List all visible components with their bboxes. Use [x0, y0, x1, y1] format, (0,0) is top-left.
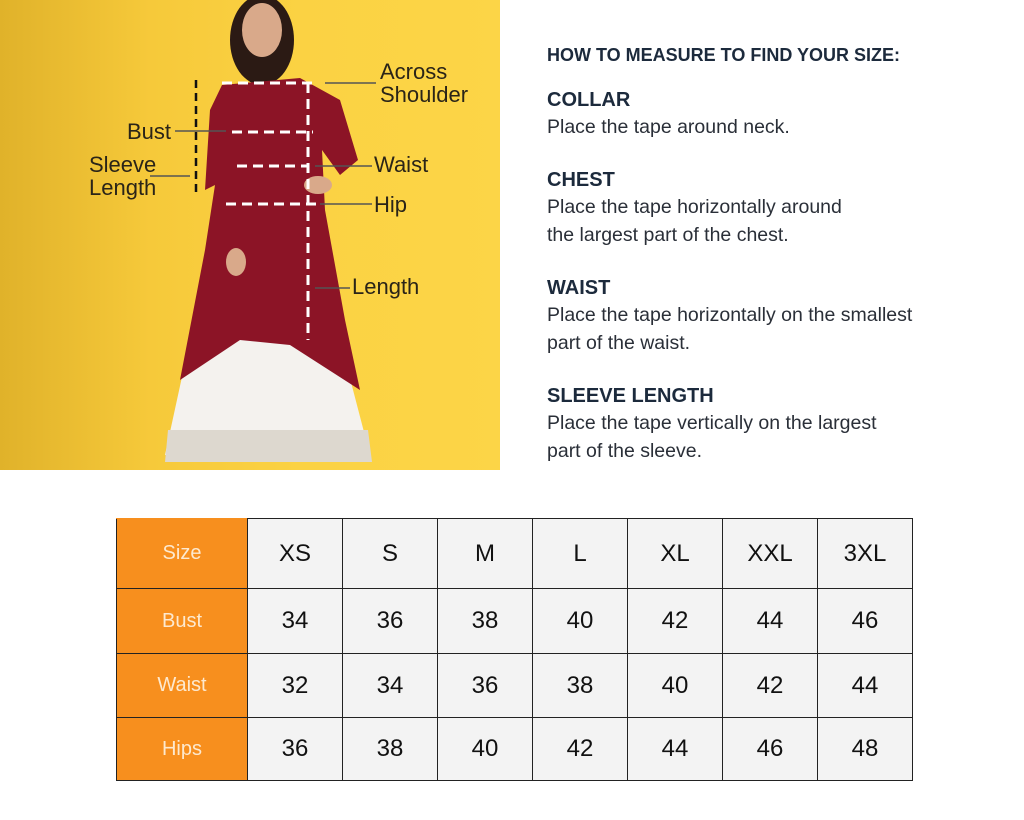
- table-cell: 36: [342, 588, 438, 654]
- guide-section-sleeve-length: SLEEVE LENGTH Place the tape vertically …: [547, 383, 877, 465]
- label-hip: Hip: [374, 192, 408, 217]
- table-cell: L: [532, 518, 628, 589]
- label-sleeve: Sleeve: [89, 152, 157, 177]
- table-cell: 48: [817, 717, 913, 781]
- table-cell: 34: [342, 653, 438, 718]
- table-cell: 44: [627, 717, 723, 781]
- guide-section-chest: CHEST Place the tape horizontally around…: [547, 167, 842, 249]
- table-cell: 40: [627, 653, 723, 718]
- model-illustration: [150, 0, 376, 462]
- table-cell: 46: [722, 717, 818, 781]
- table-cell: 34: [247, 588, 343, 654]
- table-cell: 42: [532, 717, 628, 781]
- row-header: Waist: [116, 653, 248, 718]
- label-shoulder: Shoulder: [380, 82, 469, 107]
- row-header: Size: [116, 518, 248, 589]
- label-bust: Bust: [127, 119, 172, 144]
- table-row-waist: Waist 32 34 36 38 40 42 44: [116, 653, 913, 718]
- label-across-shoulder: Across Shoulder: [380, 60, 468, 106]
- table-cell: 42: [722, 653, 818, 718]
- table-cell: XL: [627, 518, 723, 589]
- section-text: Place the tape horizontally on the small…: [547, 304, 913, 326]
- section-text: Place the tape vertically on the largest: [547, 412, 877, 434]
- section-text: part of the sleeve.: [547, 440, 703, 462]
- label-across: Across: [380, 59, 448, 84]
- table-cell: M: [437, 518, 533, 589]
- section-heading: COLLAR: [547, 89, 631, 111]
- table-row-bust: Bust 34 36 38 40 42 44 46: [116, 588, 913, 654]
- section-text: Place the tape horizontally around: [547, 196, 842, 218]
- table-cell: 36: [247, 717, 343, 781]
- label-waist: Waist: [374, 152, 429, 177]
- guide-section-collar: COLLAR Place the tape around neck.: [547, 87, 790, 141]
- section-text: Place the tape around neck.: [547, 116, 790, 138]
- table-cell: 42: [627, 588, 723, 654]
- model-measurement-figure: Across Shoulder Bust Sleeve Length Waist H…: [0, 0, 500, 470]
- table-cell: 44: [817, 653, 913, 718]
- row-header: Bust: [116, 588, 248, 654]
- section-text: the largest part of the chest.: [547, 224, 789, 246]
- size-chart-table: Size XS S M L XL XXL 3XL Bust 34 36 38 40 42 44 46 Waist…: [116, 518, 913, 781]
- table-cell: XS: [247, 518, 343, 589]
- table-cell: 38: [342, 717, 438, 781]
- label-length: Length: [352, 274, 420, 299]
- table-cell: XXL: [722, 518, 818, 589]
- section-heading: SLEEVE LENGTH: [547, 385, 714, 407]
- table-cell: 40: [437, 717, 533, 781]
- table-cell: 36: [437, 653, 533, 718]
- row-header: Hips: [116, 717, 248, 781]
- section-heading: CHEST: [547, 169, 615, 191]
- guide-section-waist: WAIST Place the tape horizontally on the…: [547, 275, 912, 357]
- table-cell: 40: [532, 588, 628, 654]
- guide-title: HOW TO MEASURE TO FIND YOUR SIZE:: [547, 45, 901, 65]
- table-cell: 46: [817, 588, 913, 654]
- table-row-hips: Hips 36 38 40 42 44 46 48: [116, 717, 913, 781]
- table-cell: 38: [532, 653, 628, 718]
- label-length-word: Length: [89, 175, 157, 200]
- section-text: part of the waist.: [547, 332, 691, 354]
- table-cell: 3XL: [817, 518, 913, 589]
- label-sleeve-length: Sleeve Length: [89, 153, 156, 199]
- table-cell: 32: [247, 653, 343, 718]
- table-cell: 44: [722, 588, 818, 654]
- table-row-size: Size XS S M L XL XXL 3XL: [116, 518, 913, 589]
- table-cell: S: [342, 518, 438, 589]
- table-cell: 38: [437, 588, 533, 654]
- section-heading: WAIST: [547, 277, 611, 299]
